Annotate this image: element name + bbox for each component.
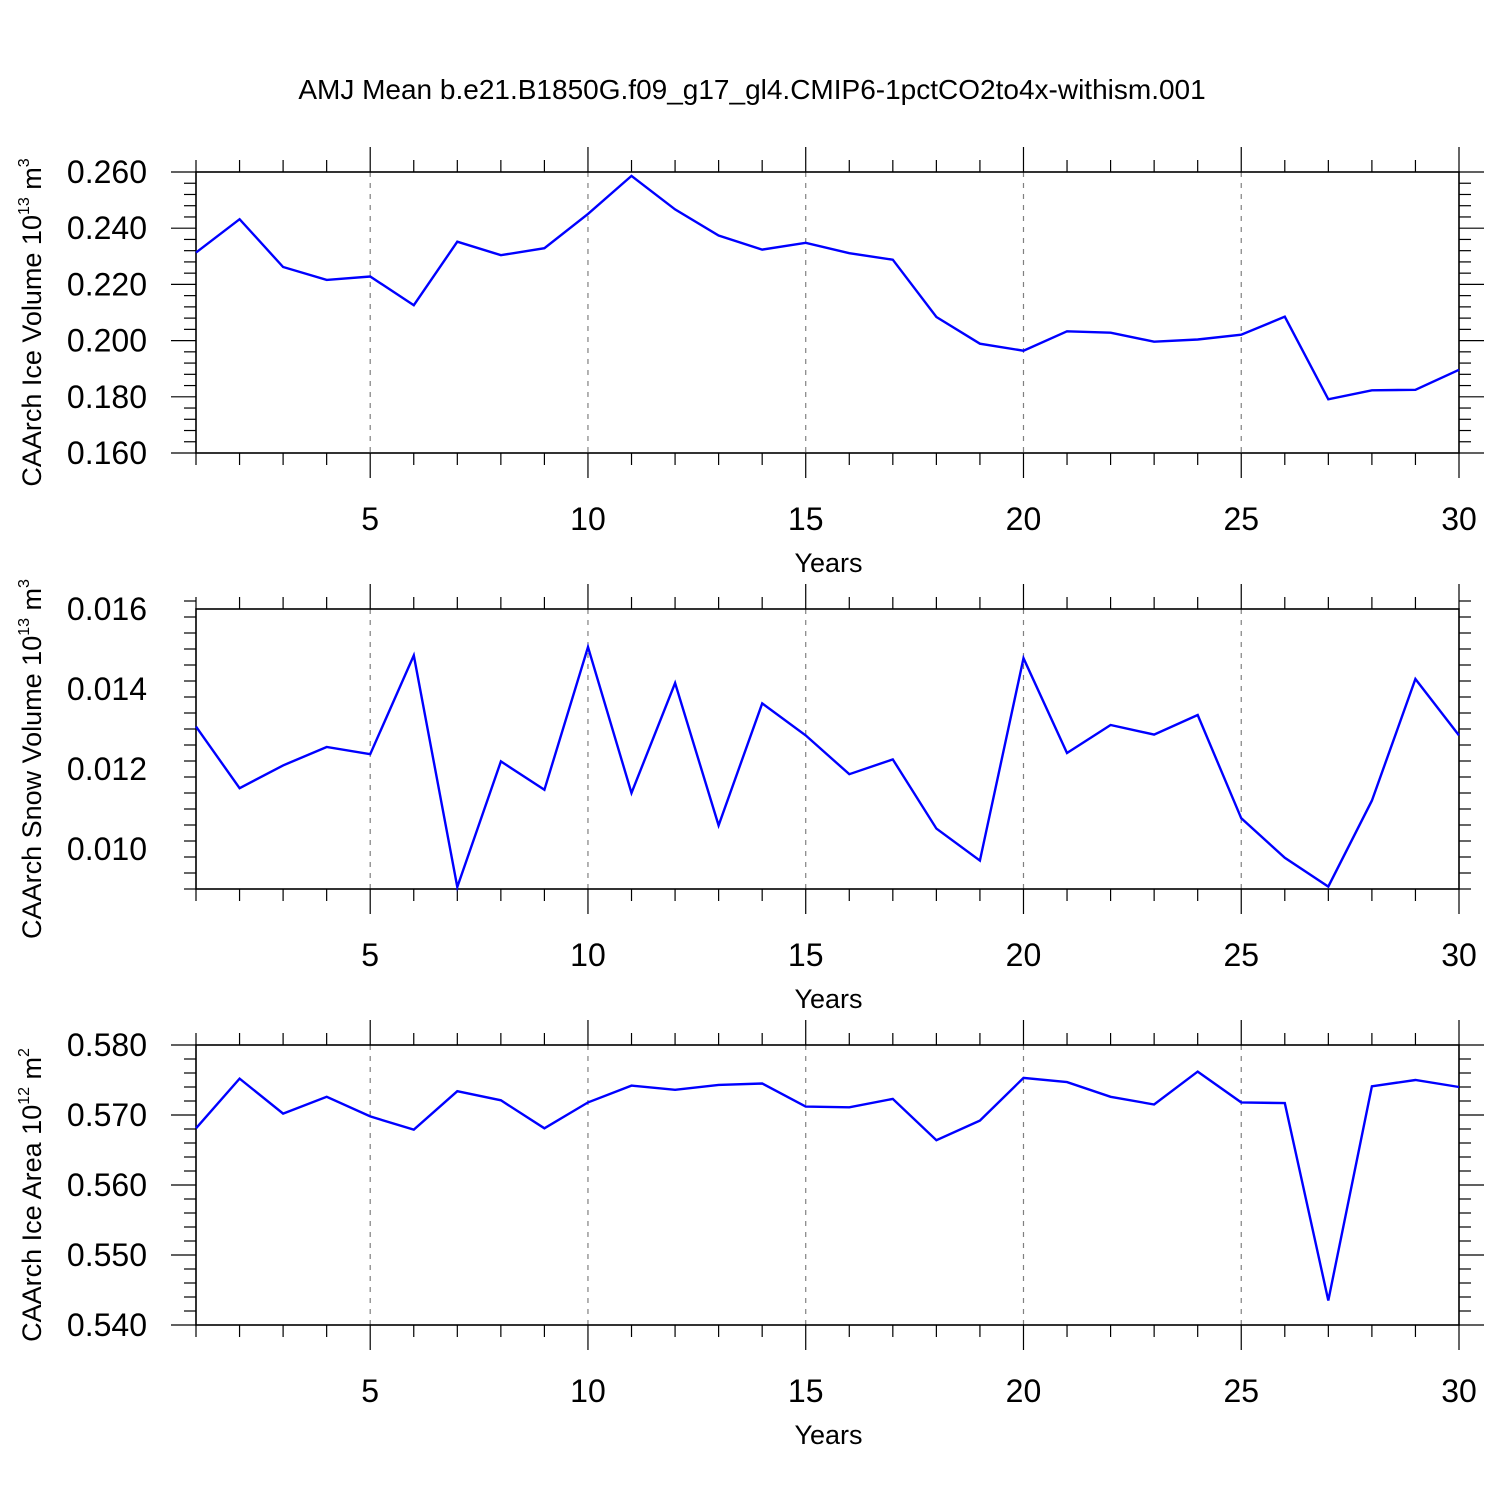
x-tick-label: 25 [1223, 1373, 1259, 1409]
series-line [196, 647, 1459, 887]
y-tick-label: 0.570 [67, 1097, 147, 1133]
x-tick-label: 25 [1223, 937, 1259, 973]
x-tick-label: 20 [1006, 937, 1042, 973]
x-axis-label: Years [794, 984, 862, 1014]
x-tick-label: 25 [1223, 501, 1259, 537]
x-axis-label: Years [794, 548, 862, 578]
x-tick-label: 5 [361, 501, 379, 537]
x-tick-label: 20 [1006, 501, 1042, 537]
x-tick-label: 30 [1441, 1373, 1477, 1409]
x-tick-label: 10 [570, 937, 606, 973]
x-tick-label: 5 [361, 937, 379, 973]
y-axis-label: CAArch Snow Volume 1013 m3 [16, 579, 47, 939]
x-tick-label: 30 [1441, 501, 1477, 537]
y-tick-label: 0.180 [67, 379, 147, 415]
x-tick-label: 10 [570, 1373, 606, 1409]
y-axis-label: CAArch Ice Volume 1013 m3 [16, 158, 47, 486]
plot-frame [196, 609, 1459, 889]
y-tick-label: 0.016 [67, 591, 147, 627]
y-tick-label: 0.260 [67, 154, 147, 190]
x-tick-label: 30 [1441, 937, 1477, 973]
x-axis-label: Years [794, 1420, 862, 1450]
chart-title: AMJ Mean b.e21.B1850G.f09_g17_gl4.CMIP6-… [298, 74, 1205, 105]
x-tick-label: 15 [788, 937, 824, 973]
y-tick-label: 0.560 [67, 1167, 147, 1203]
y-tick-label: 0.580 [67, 1027, 147, 1063]
y-tick-label: 0.220 [67, 266, 147, 302]
y-tick-label: 0.240 [67, 210, 147, 246]
y-tick-label: 0.160 [67, 435, 147, 471]
chart-panel-2: 5 10 15 20 25 30 0.010 0.012 0.014 0.016 Years CAAr… [16, 579, 1477, 1014]
y-tick-label: 0.540 [67, 1307, 147, 1343]
plot-frame [196, 172, 1459, 453]
x-tick-label: 5 [361, 1373, 379, 1409]
y-tick-label: 0.550 [67, 1237, 147, 1273]
y-tick-label: 0.010 [67, 831, 147, 867]
x-tick-label: 10 [570, 501, 606, 537]
chart-panel-1: 5 10 15 20 25 30 0.160 0.180 0.200 0.220 0.240 0.26… [16, 147, 1484, 578]
y-tick-label: 0.012 [67, 751, 147, 787]
x-tick-label: 15 [788, 1373, 824, 1409]
series-line [196, 176, 1459, 399]
chart-panel-3: 5 10 15 20 25 30 0.540 0.550 0.560 0.570 0.580 Year… [16, 1020, 1484, 1450]
x-tick-label: 15 [788, 501, 824, 537]
plot-frame [196, 1045, 1459, 1325]
x-tick-label: 20 [1006, 1373, 1042, 1409]
series-line [196, 1072, 1459, 1301]
y-axis-label: CAArch Ice Area 1012 m2 [16, 1048, 47, 1342]
y-tick-label: 0.014 [67, 671, 147, 707]
y-tick-label: 0.200 [67, 323, 147, 359]
